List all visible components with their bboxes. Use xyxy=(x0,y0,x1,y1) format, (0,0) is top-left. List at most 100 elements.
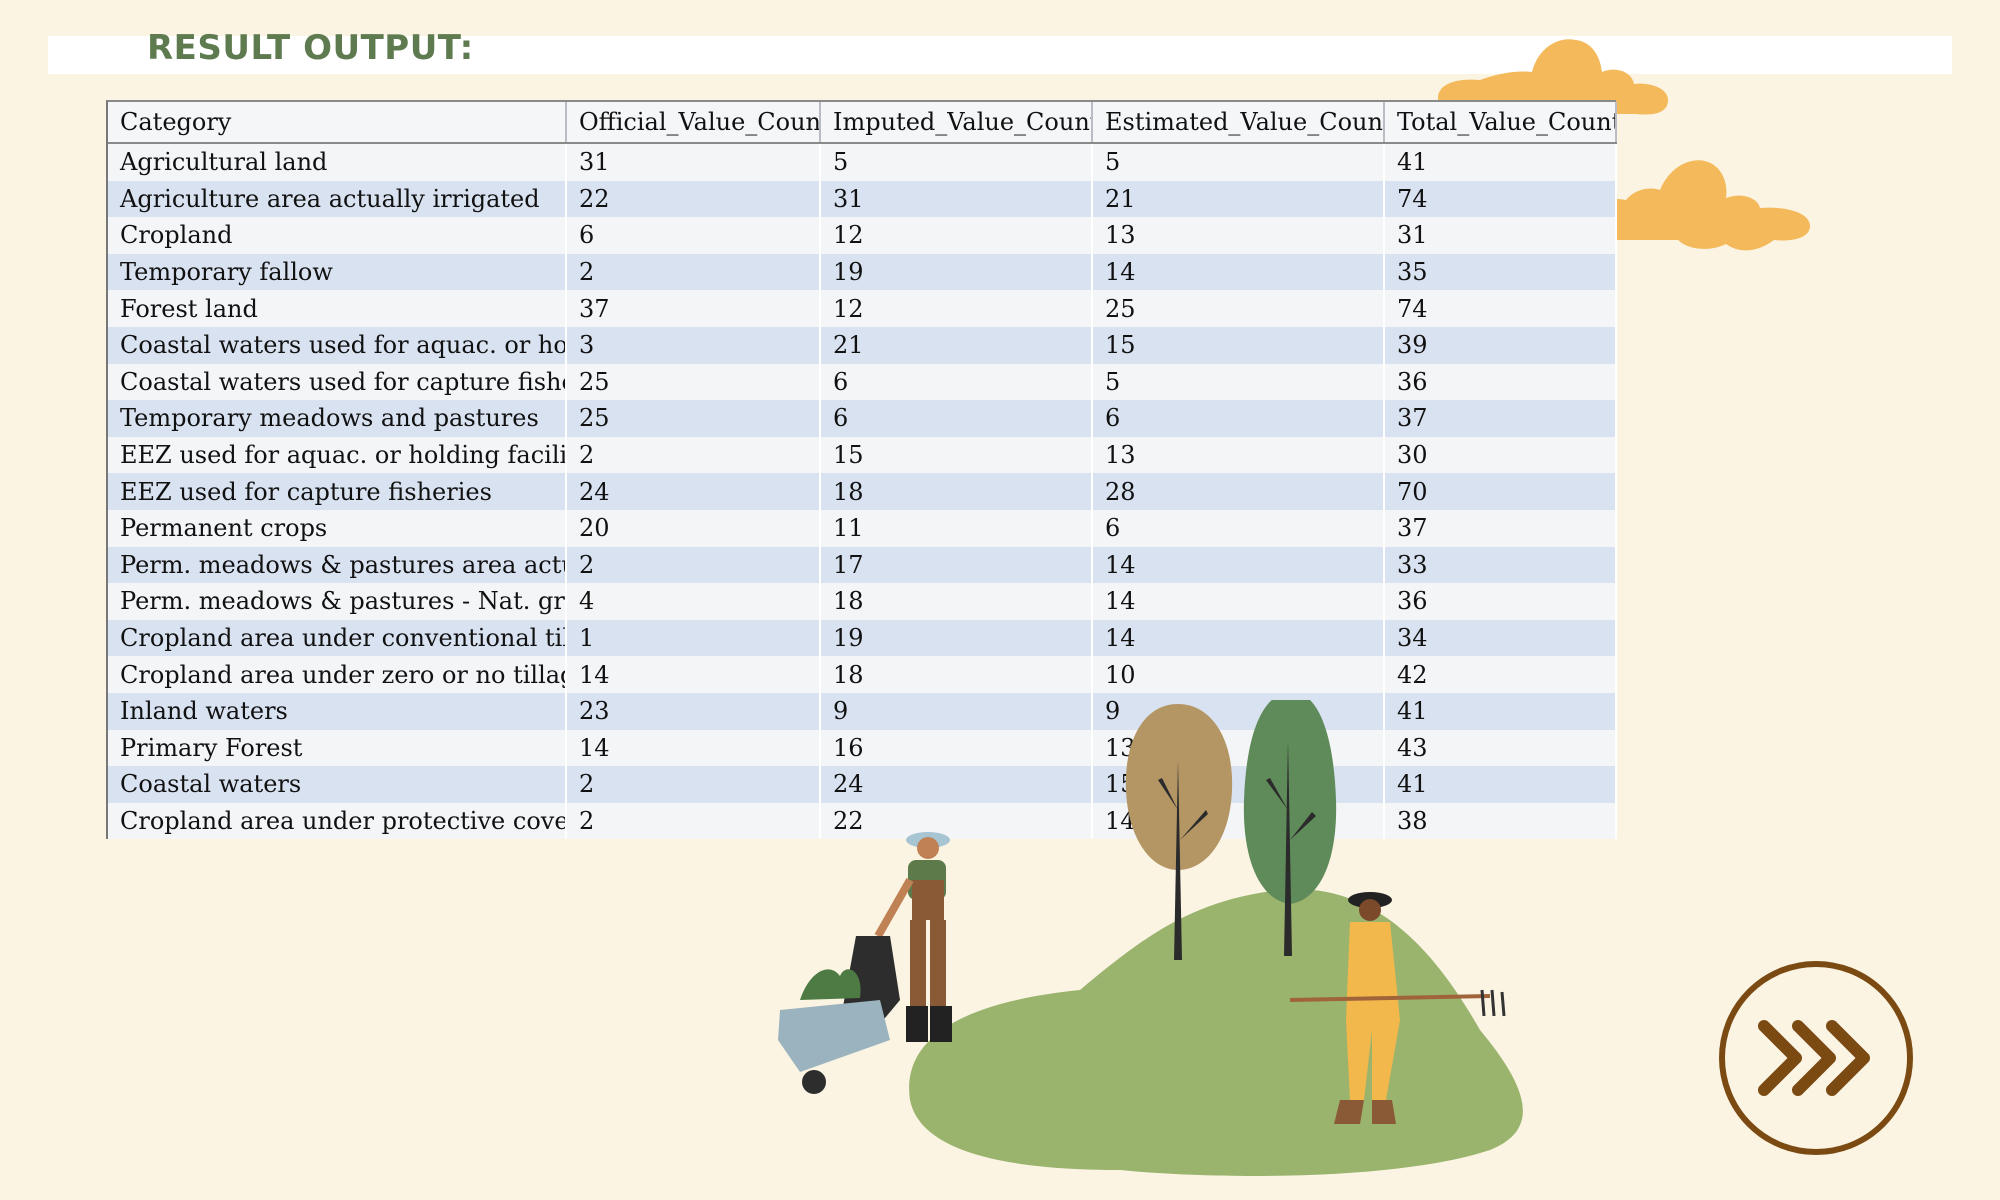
count-cell: 42 xyxy=(1384,656,1617,693)
count-cell: 18 xyxy=(820,656,1093,693)
count-cell: 23 xyxy=(566,692,821,730)
count-cell: 41 xyxy=(1384,766,1617,803)
count-cell: 36 xyxy=(1384,583,1617,620)
count-cell: 31 xyxy=(1384,217,1617,254)
count-cell: 36 xyxy=(1384,363,1617,401)
count-cell: 34 xyxy=(1384,619,1617,657)
count-cell: 25 xyxy=(1092,290,1385,327)
category-cell: Primary Forest xyxy=(108,729,567,767)
count-cell: 14 xyxy=(1092,583,1385,620)
count-cell: 14 xyxy=(1092,253,1385,291)
count-cell: 3 xyxy=(566,326,821,364)
table-row: Temporary fallow 2 19 14 35 xyxy=(108,253,1617,291)
count-cell: 15 xyxy=(820,436,1093,474)
count-cell: 31 xyxy=(820,180,1093,218)
count-cell: 9 xyxy=(820,692,1093,730)
table-row: Temporary meadows and pastures 25 6 6 37 xyxy=(108,400,1617,437)
count-cell: 4 xyxy=(566,583,821,620)
count-cell: 13 xyxy=(1092,436,1385,474)
column-header: Official_Value_Count xyxy=(566,102,821,144)
count-cell: 37 xyxy=(1384,509,1617,547)
count-cell: 5 xyxy=(820,143,1093,181)
category-cell: Cropland area under zero or no tillage xyxy=(108,656,567,693)
table-row: Primary Forest 14 16 13 43 xyxy=(108,729,1617,767)
category-cell: Forest land xyxy=(108,290,567,327)
count-cell: 9 xyxy=(1092,692,1385,730)
count-cell: 25 xyxy=(566,400,821,437)
category-cell: Perm. meadows & pastures - Nat. gro... xyxy=(108,583,567,620)
table-row: Perm. meadows & pastures - Nat. gro... 4 1… xyxy=(108,583,1617,620)
table-header-row: Category Official_Value_Count Imputed_Va… xyxy=(108,102,1617,144)
count-cell: 74 xyxy=(1384,290,1617,327)
count-cell: 12 xyxy=(820,290,1093,327)
count-cell: 74 xyxy=(1384,180,1617,218)
title-band xyxy=(48,36,1952,74)
category-cell: Coastal waters xyxy=(108,766,567,803)
count-cell: 18 xyxy=(820,583,1093,620)
table-row: Cropland area under protective cover 2 22 1… xyxy=(108,802,1617,840)
table-row: Agriculture area actually irrigated 22 31 2… xyxy=(108,180,1617,218)
table-row: Permanent crops 20 11 6 37 xyxy=(108,509,1617,547)
count-cell: 41 xyxy=(1384,692,1617,730)
count-cell: 6 xyxy=(1092,400,1385,437)
result-table: Category Official_Value_Count Imputed_Va… xyxy=(106,100,1617,840)
category-cell: Cropland area under protective cover xyxy=(108,802,567,840)
count-cell: 31 xyxy=(566,143,821,181)
table-row: Forest land 37 12 25 74 xyxy=(108,290,1617,327)
category-cell: Agriculture area actually irrigated xyxy=(108,180,567,218)
page-title: RESULT OUTPUT: xyxy=(147,28,474,68)
fast-forward-icon[interactable] xyxy=(1716,958,1916,1158)
count-cell: 2 xyxy=(566,802,821,840)
count-cell: 5 xyxy=(1092,363,1385,401)
category-cell: Inland waters xyxy=(108,692,567,730)
count-cell: 2 xyxy=(566,253,821,291)
farmer-wheelbarrow-illustration xyxy=(778,832,952,1094)
count-cell: 19 xyxy=(820,619,1093,657)
count-cell: 12 xyxy=(820,217,1093,254)
table-row: Coastal waters used for aquac. or hold..… xyxy=(108,326,1617,364)
farm-illustration xyxy=(778,700,1523,1176)
table-row: Agricultural land 31 5 5 41 xyxy=(108,143,1617,181)
category-cell: Coastal waters used for aquac. or hold..… xyxy=(108,326,567,364)
count-cell: 2 xyxy=(566,766,821,803)
count-cell: 15 xyxy=(1092,326,1385,364)
farmer-rake-illustration xyxy=(1289,892,1506,1124)
count-cell: 21 xyxy=(820,326,1093,364)
count-cell: 24 xyxy=(820,766,1093,803)
count-cell: 21 xyxy=(1092,180,1385,218)
count-cell: 28 xyxy=(1092,473,1385,510)
count-cell: 24 xyxy=(566,473,821,510)
count-cell: 38 xyxy=(1384,802,1617,840)
column-header: Category xyxy=(108,102,567,144)
category-cell: Temporary fallow xyxy=(108,253,567,291)
count-cell: 37 xyxy=(566,290,821,327)
count-cell: 25 xyxy=(566,363,821,401)
category-cell: Cropland area under conventional till... xyxy=(108,619,567,657)
count-cell: 33 xyxy=(1384,546,1617,584)
count-cell: 41 xyxy=(1384,143,1617,181)
tree-icon xyxy=(1125,704,1233,960)
count-cell: 22 xyxy=(820,802,1093,840)
count-cell: 14 xyxy=(1092,546,1385,584)
category-cell: Cropland xyxy=(108,217,567,254)
column-header: Total_Value_Count xyxy=(1384,102,1617,144)
cloud-icon xyxy=(1438,39,1668,115)
count-cell: 6 xyxy=(820,400,1093,437)
count-cell: 30 xyxy=(1384,436,1617,474)
count-cell: 6 xyxy=(820,363,1093,401)
category-cell: Agricultural land xyxy=(108,143,567,181)
count-cell: 14 xyxy=(566,729,821,767)
count-cell: 22 xyxy=(566,180,821,218)
count-cell: 14 xyxy=(566,656,821,693)
count-cell: 2 xyxy=(566,546,821,584)
table-row: Cropland area under conventional till...… xyxy=(108,619,1617,657)
count-cell: 10 xyxy=(1092,656,1385,693)
count-cell: 1 xyxy=(566,619,821,657)
table-row: Inland waters 23 9 9 41 xyxy=(108,692,1617,730)
count-cell: 13 xyxy=(1092,217,1385,254)
table-row: Coastal waters used for capture fisher..… xyxy=(108,363,1617,401)
count-cell: 14 xyxy=(1092,619,1385,657)
count-cell: 70 xyxy=(1384,473,1617,510)
tree-icon xyxy=(1243,700,1337,956)
count-cell: 37 xyxy=(1384,400,1617,437)
